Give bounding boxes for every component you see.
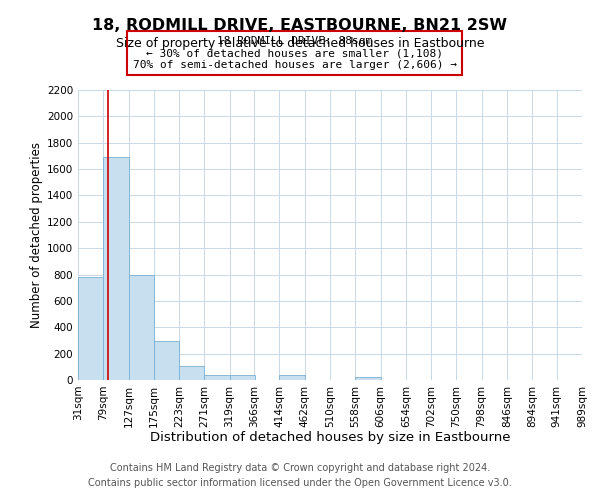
Bar xyxy=(355,378,380,380)
Text: 18 RODMILL DRIVE: 88sqm
← 30% of detached houses are smaller (1,108)
70% of semi: 18 RODMILL DRIVE: 88sqm ← 30% of detache… xyxy=(133,36,457,70)
Bar xyxy=(230,376,255,380)
Y-axis label: Number of detached properties: Number of detached properties xyxy=(30,142,43,328)
Text: Contains HM Land Registry data © Crown copyright and database right 2024.
Contai: Contains HM Land Registry data © Crown c… xyxy=(88,462,512,487)
Bar xyxy=(154,341,179,380)
Text: 18, RODMILL DRIVE, EASTBOURNE, BN21 2SW: 18, RODMILL DRIVE, EASTBOURNE, BN21 2SW xyxy=(92,18,508,32)
Bar xyxy=(78,277,103,380)
Bar xyxy=(103,157,128,380)
Bar xyxy=(128,275,154,380)
Bar xyxy=(179,366,204,380)
Bar xyxy=(280,376,305,380)
Text: Size of property relative to detached houses in Eastbourne: Size of property relative to detached ho… xyxy=(116,38,484,51)
X-axis label: Distribution of detached houses by size in Eastbourne: Distribution of detached houses by size … xyxy=(150,431,510,444)
Bar xyxy=(204,376,230,380)
